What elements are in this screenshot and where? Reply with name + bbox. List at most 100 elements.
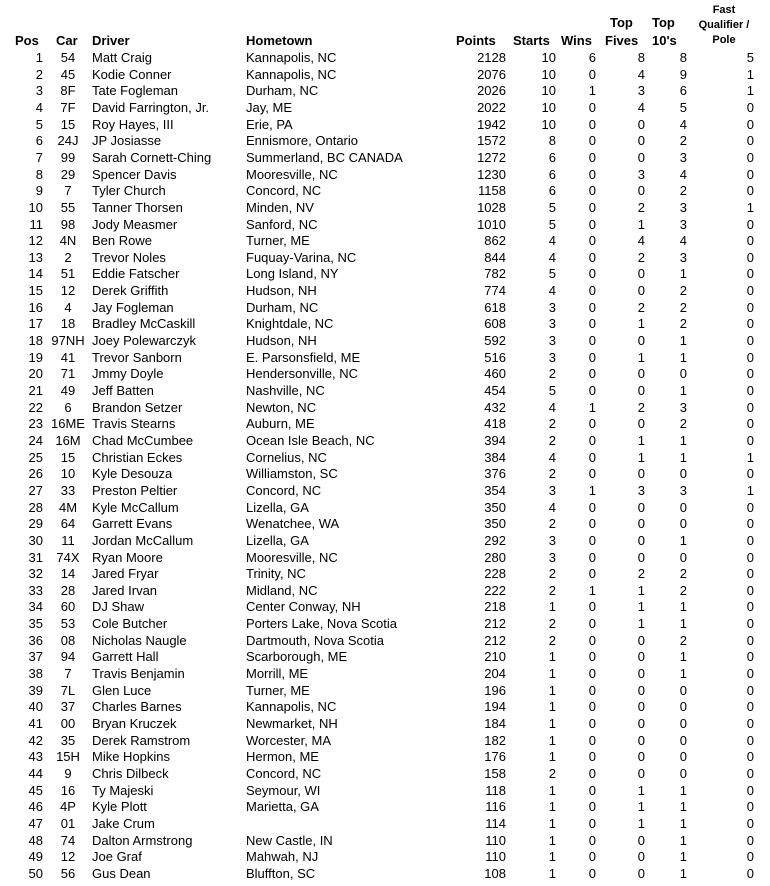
header-fast-2: Qualifier /	[698, 19, 750, 31]
cell-car: 54	[60, 50, 76, 65]
cell-wins: 0	[588, 316, 596, 332]
cell-starts: 2	[548, 432, 556, 448]
cell-wins: 0	[588, 366, 596, 382]
cell-wins: 0	[588, 682, 596, 698]
table-row: 3 8F Tate Fogleman Durham, NC 2026 10 1 3 6 1	[0, 83, 770, 99]
cell-hometown: Ennismore, Ontario	[246, 133, 358, 149]
cell-starts: 5	[548, 216, 556, 232]
table-row: 27 33 Preston Peltier Concord, NC 354 3 1 3 3 1	[0, 483, 770, 499]
cell-top-tens: 3	[679, 199, 687, 215]
cell-pos: 27	[28, 482, 43, 498]
table-row: 16 4 Jay Fogleman Durham, NC 618 3 0 2 2 0	[0, 300, 770, 316]
cell-fast-qualifier-pole: 0	[746, 316, 754, 332]
cell-points: 432	[484, 399, 506, 415]
cell-pos: 16	[28, 299, 43, 315]
cell-top-fives: 0	[637, 749, 645, 765]
cell-pos: 47	[28, 815, 43, 831]
cell-hometown: Durham, NC	[246, 83, 319, 99]
table-row: 28 4M Kyle McCallum Lizella, GA 350 4 0 0 0 0	[0, 500, 770, 516]
cell-points: 228	[484, 566, 506, 582]
cell-starts: 3	[548, 316, 556, 332]
cell-top-fives: 0	[637, 549, 645, 565]
cell-top-fives: 1	[637, 449, 645, 465]
cell-pos: 25	[28, 449, 43, 465]
cell-starts: 10	[541, 116, 556, 132]
cell-wins: 0	[588, 632, 596, 648]
cell-wins: 6	[588, 50, 596, 65]
cell-starts: 2	[548, 765, 556, 781]
table-row: 13 2 Trevor Noles Fuquay-Varina, NC 844 4 0 2 3 0	[0, 250, 770, 266]
table-row: 44 9 Chris Dilbeck Concord, NC 158 2 0 0 0 0	[0, 766, 770, 782]
cell-starts: 10	[541, 66, 556, 82]
cell-points: 212	[484, 616, 506, 632]
cell-top-fives: 2	[637, 299, 645, 315]
cell-starts: 4	[548, 399, 556, 415]
table-row: 38 7 Travis Benjamin Morrill, ME 204 1 0 0 1 0	[0, 666, 770, 682]
cell-driver: Glen Luce	[92, 682, 152, 698]
cell-wins: 0	[588, 666, 596, 682]
table-row: 45 16 Ty Majeski Seymour, WI 118 1 0 1 1 0	[0, 783, 770, 799]
cell-top-tens: 1	[679, 383, 687, 398]
cell-fast-qualifier-pole: 0	[746, 666, 754, 682]
cell-points: 618	[484, 299, 506, 315]
cell-top-fives: 0	[637, 716, 645, 731]
cell-fast-qualifier-pole: 0	[746, 183, 754, 199]
cell-points: 110	[485, 849, 506, 865]
cell-starts: 4	[548, 283, 556, 299]
cell-wins: 0	[588, 432, 596, 448]
cell-driver: Joe Graf	[92, 849, 142, 865]
cell-wins: 0	[588, 283, 596, 299]
cell-starts: 5	[548, 266, 556, 282]
table-row: 47 01 Jake Crum 114 1 0 1 1 0	[0, 816, 770, 832]
cell-pos: 15	[28, 283, 43, 299]
table-row: 41 00 Bryan Kruczek Newmarket, NH 184 1 0 0 0 0	[0, 716, 770, 732]
cell-driver: Travis Stearns	[92, 416, 176, 432]
cell-top-tens: 1	[679, 616, 687, 632]
cell-top-fives: 1	[637, 316, 645, 332]
cell-car: 74X	[56, 549, 80, 565]
cell-starts: 5	[548, 199, 556, 215]
cell-top-fives: 1	[637, 582, 645, 598]
cell-top-fives: 0	[637, 333, 645, 349]
cell-car: 12	[60, 283, 76, 299]
cell-hometown: Turner, ME	[246, 233, 310, 249]
cell-car: 4N	[59, 233, 77, 249]
cell-points: 782	[484, 266, 506, 282]
table-row: 29 64 Garrett Evans Wenatchee, WA 350 2 0 0 0 0	[0, 516, 770, 532]
cell-car: 35	[60, 732, 76, 748]
table-row: 34 60 DJ Shaw Center Conway, NH 218 1 0 1 1 0	[0, 599, 770, 615]
cell-hometown: Mooresville, NC	[246, 549, 338, 565]
cell-car: 24J	[57, 133, 79, 149]
cell-wins: 0	[588, 66, 596, 82]
cell-driver: Chad McCumbee	[92, 432, 194, 448]
cell-driver: Tate Fogleman	[92, 83, 178, 99]
cell-wins: 0	[588, 616, 596, 632]
cell-fast-qualifier-pole: 1	[746, 83, 754, 99]
cell-top-tens: 0	[679, 516, 687, 532]
table-row: 1 54 Matt Craig Kannapolis, NC 2128 10 6 8 8 5	[0, 50, 770, 66]
cell-pos: 13	[28, 249, 43, 265]
cell-points: 1942	[477, 116, 506, 132]
table-row: 37 94 Garrett Hall Scarborough, ME 210 1 0 0 1 0	[0, 649, 770, 665]
cell-fast-qualifier-pole: 0	[746, 266, 754, 282]
cell-starts: 2	[548, 566, 556, 582]
cell-starts: 3	[548, 349, 556, 365]
cell-hometown: Hudson, NH	[246, 333, 317, 349]
cell-car: 97NH	[51, 333, 85, 349]
cell-driver: Gus Dean	[92, 865, 151, 881]
cell-pos: 9	[35, 183, 43, 199]
cell-top-tens: 4	[679, 166, 687, 182]
cell-driver: Derek Ramstrom	[92, 732, 191, 748]
cell-hometown: Mooresville, NC	[246, 166, 338, 182]
table-row: 23 16ME Travis Stearns Auburn, ME 418 2 0 0 2 0	[0, 416, 770, 432]
cell-car: 7L	[60, 682, 76, 698]
cell-points: 1010	[477, 216, 506, 232]
header-starts: Starts	[513, 33, 550, 48]
cell-pos: 8	[35, 166, 43, 182]
cell-wins: 0	[588, 532, 596, 548]
cell-pos: 38	[28, 666, 43, 682]
cell-points: 218	[484, 599, 506, 615]
table-row: 20 71 Jmmy Doyle Hendersonville, NC 460 2 0 0 0 0	[0, 366, 770, 382]
cell-hometown: Ocean Isle Beach, NC	[246, 432, 375, 448]
cell-starts: 2	[548, 616, 556, 632]
